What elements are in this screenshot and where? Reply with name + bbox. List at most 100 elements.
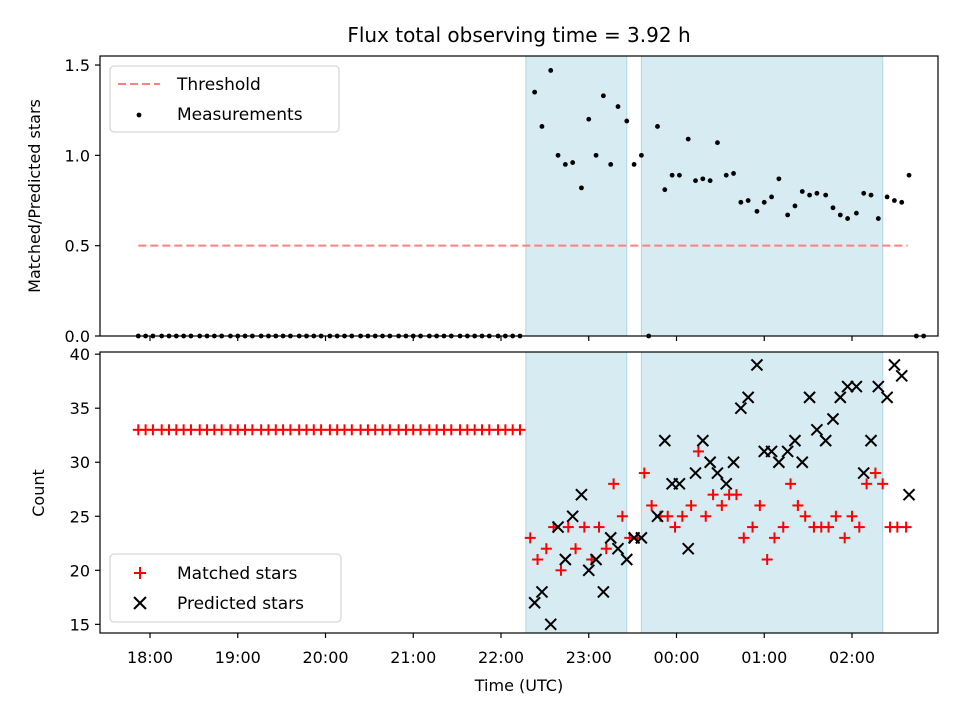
predicted-star-point	[551, 520, 565, 534]
measurement-point	[593, 152, 599, 158]
matched-star-point	[738, 532, 750, 544]
predicted-stars-points	[528, 358, 916, 631]
top-y-tick-label: 1.5	[65, 56, 90, 75]
bottom-axes-frame	[99, 351, 939, 634]
predicted-star-point	[888, 358, 901, 372]
measurement-point	[875, 216, 881, 221]
matched-star-point	[514, 424, 526, 436]
x-tick-label: 22:00	[478, 648, 524, 667]
matched-star-point	[600, 543, 612, 555]
predicted-star-point	[696, 434, 710, 447]
predicted-star-point	[673, 477, 686, 491]
measurement-point	[600, 93, 606, 99]
top-legend-box	[109, 65, 340, 133]
predicted-star-point	[689, 466, 702, 480]
predicted-star-point	[720, 477, 733, 491]
matched-star-point	[593, 521, 605, 533]
x-tick-label: 18:00	[127, 648, 173, 667]
top-axes-frame	[99, 55, 939, 337]
x-tick-label: 02:00	[829, 648, 875, 667]
matched-star-point	[768, 532, 780, 544]
matched-star-point	[877, 478, 889, 490]
predicted-star-point	[611, 542, 625, 555]
measurement-point	[631, 161, 637, 167]
measurement-point	[662, 187, 668, 193]
shaded-interval	[640, 55, 884, 337]
legend-threshold-label: Threshold	[176, 75, 261, 95]
top-y-ticks: 0.0 0.5 1.0 1.5	[65, 56, 100, 346]
matched-star-point	[900, 521, 912, 533]
x-axis-label: Time (UTC)	[474, 676, 563, 695]
matched-star-point	[692, 445, 704, 457]
bottom-legend: Matched stars Predicted stars	[109, 553, 342, 623]
legend-predicted-swatch	[133, 596, 147, 610]
predicted-star-point	[781, 445, 794, 458]
x-tick-label: 01:00	[741, 648, 787, 667]
predicted-star-point	[566, 510, 579, 523]
matched-star-point	[662, 510, 674, 522]
matched-star-point	[532, 554, 544, 566]
predicted-star-point	[796, 456, 809, 469]
predicted-star-point	[658, 434, 672, 447]
predicted-star-point	[765, 445, 778, 458]
shaded-interval	[525, 55, 628, 337]
bottom-legend-box	[109, 553, 342, 623]
matched-star-point	[777, 521, 789, 533]
measurement-point	[624, 118, 630, 124]
measurement-point	[754, 208, 760, 214]
matched-star-point	[730, 489, 742, 501]
x-tick-label: 00:00	[653, 648, 699, 667]
predicted-star-point	[620, 553, 633, 566]
matched-star-point	[700, 510, 712, 522]
top-y-tick-label: 0.0	[65, 327, 90, 346]
bottom-y-tick-label: 25	[70, 507, 90, 526]
measurement-point	[639, 152, 644, 158]
predicted-star-point	[582, 564, 595, 577]
top-y-tick-label: 1.0	[65, 146, 90, 165]
predicted-star-point	[826, 412, 840, 426]
measurement-point	[723, 172, 729, 178]
measurement-point	[677, 172, 682, 178]
matched-star-point	[754, 499, 766, 511]
predicted-star-point	[772, 456, 786, 469]
predicted-star-point	[528, 596, 541, 609]
bottom-x-ticks: 18:00 19:00 20:00 21:00 22:00 23:00 00:00 01:00…	[127, 633, 875, 667]
matched-star-point	[716, 499, 728, 511]
chart-title: Flux total observing time = 3.92 h	[347, 23, 690, 47]
predicted-star-point	[850, 380, 863, 393]
predicted-star-point	[741, 391, 755, 404]
legend-predicted-label: Predicted stars	[177, 594, 304, 614]
measurement-point	[532, 89, 538, 95]
matched-star-point	[785, 478, 797, 490]
measurement-point	[861, 190, 867, 196]
measurement-point	[868, 192, 874, 198]
predicted-star-point	[864, 434, 878, 447]
matched-star-point	[646, 499, 658, 511]
measurement-point	[823, 192, 829, 198]
predicted-star-point	[635, 531, 648, 545]
measurement-point	[884, 194, 890, 200]
bottom-shaded-intervals	[525, 351, 884, 634]
matched-star-point	[823, 521, 835, 533]
measurement-point	[555, 152, 561, 158]
bottom-y-ticks: 15 20 25 30 35 40	[70, 345, 100, 634]
measurement-point	[814, 190, 820, 196]
measurement-point	[769, 194, 774, 200]
measurement-point	[608, 161, 614, 167]
top-y-tick-label: 0.5	[65, 237, 90, 256]
predicted-star-point	[535, 585, 549, 599]
matched-star-point	[685, 499, 697, 511]
bottom-y-tick-label: 35	[70, 399, 90, 418]
predicted-star-point	[902, 488, 916, 501]
predicted-star-point	[834, 391, 847, 404]
predicted-star-point	[841, 380, 854, 393]
measurement-point	[570, 160, 576, 165]
measurement-point	[586, 116, 592, 122]
predicted-star-point	[575, 488, 588, 501]
x-tick-label: 21:00	[390, 648, 436, 667]
matched-star-point	[616, 510, 628, 522]
measurement-point	[669, 172, 675, 178]
predicted-star-point	[703, 456, 717, 469]
measurement-point	[539, 124, 545, 129]
